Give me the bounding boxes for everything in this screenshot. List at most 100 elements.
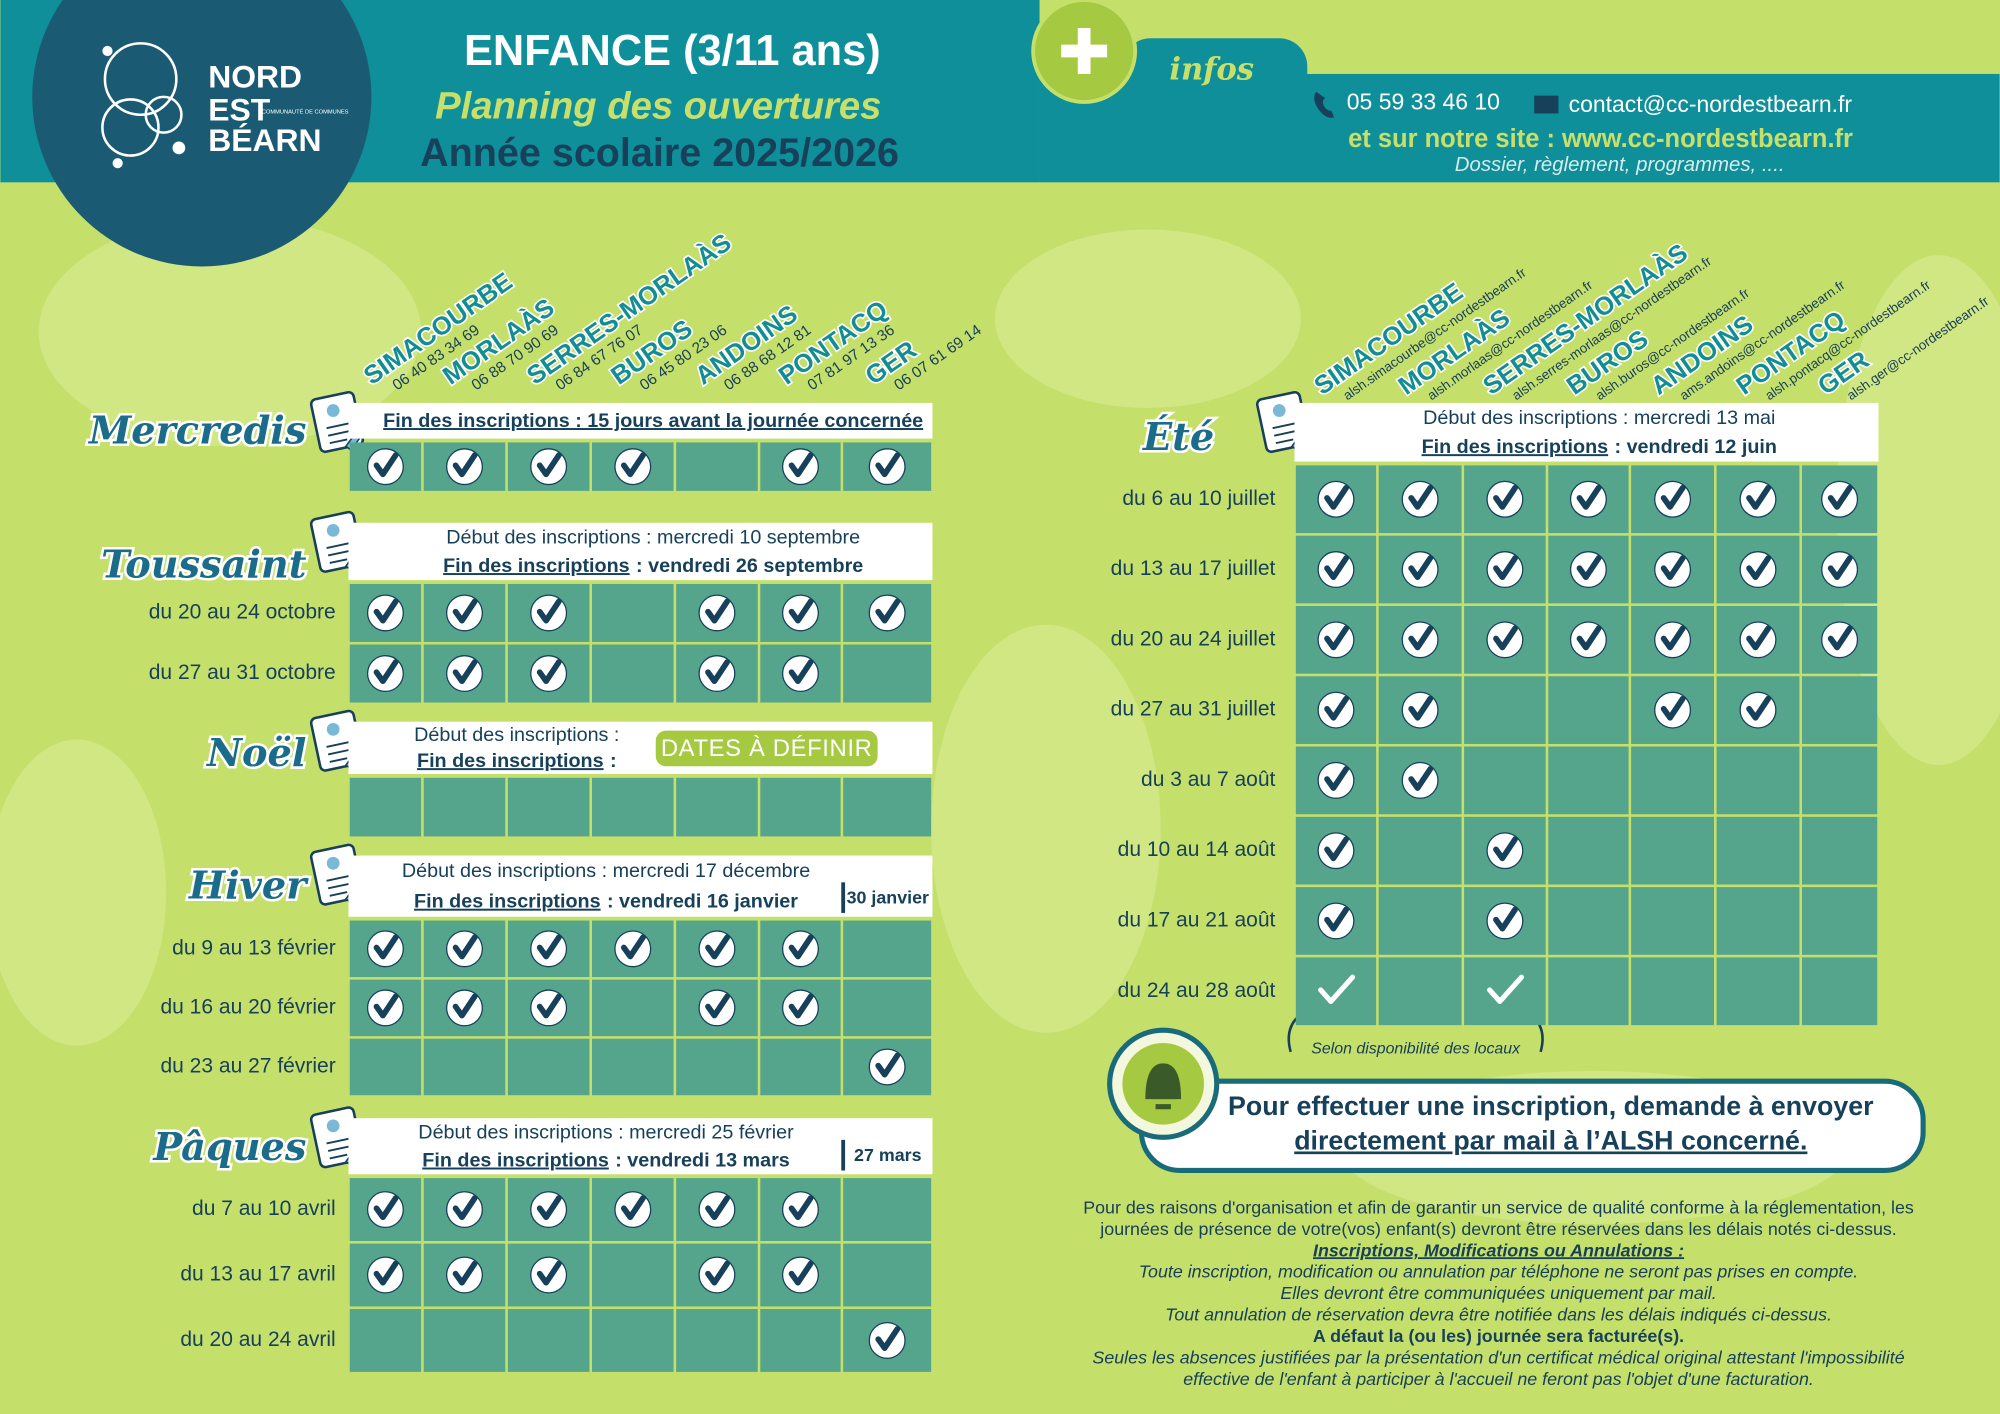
check-tick [452,1260,478,1286]
check-tick [705,598,731,624]
check-tick [788,1195,814,1221]
infos-tab [1122,38,1308,115]
check-tick [1493,555,1518,581]
grid-cell [507,777,590,837]
row-label: du 16 au 20 février [160,995,335,1018]
check [1317,761,1355,799]
grid-cell [591,979,674,1037]
period-dates: Début des inscriptions : mercredi 10 sep… [446,527,860,549]
grid-cell [676,1309,758,1372]
check [614,448,652,486]
check-tick [373,598,399,624]
check-tick [1493,484,1518,510]
grid-cell [423,777,506,837]
phone-icon [1314,91,1335,118]
logo-mark [101,42,186,169]
grid-cell [507,1038,590,1096]
check-tick [373,1260,399,1286]
row-label: du 7 au 10 avril [192,1197,336,1220]
check-tick [1324,766,1350,791]
period-dates: Début des inscriptions : mercredi 17 déc… [402,860,810,882]
footer-line: Elles devront être communiquées uniqueme… [1280,1283,1716,1303]
period-dates-part: Fin des inscriptions : 15 jours avant la… [383,410,923,432]
check [781,594,819,632]
footer-line: Pour des raisons d'organisation et afin … [1083,1197,1914,1217]
check-tick [1576,555,1602,581]
check [1401,551,1439,589]
plus-icon [1061,28,1108,74]
check-tick [536,934,562,960]
check [781,930,819,968]
check-tick [1324,906,1350,932]
period-dates: Fin des inscriptions: vendredi 16 janvie… [414,891,798,913]
check-tick [1660,625,1686,651]
row-label: du 3 au 7 août [1141,768,1276,791]
check [1317,902,1355,940]
grid-cell [1801,676,1878,744]
check-tick [788,659,814,685]
website: et sur notre site : www.cc-nordestbearn.… [1348,125,1853,153]
check [366,448,404,486]
grid-cell [1716,887,1800,955]
footer-line: Toute inscription, modification ou annul… [1139,1262,1859,1282]
check [366,989,404,1027]
check [1569,551,1607,589]
icon-shape [326,404,340,417]
footer-line: effective de l'enfant à participer à l'a… [1183,1369,1814,1389]
check [1821,480,1859,518]
check [530,989,568,1027]
grid-cell [1378,816,1462,885]
check-tick [452,598,478,624]
check-tick [373,993,399,1019]
icon-shape [326,856,340,870]
row-label: du 13 au 17 avril [180,1263,335,1286]
period-dates: Fin des inscriptions : 15 jours avant la… [383,410,923,432]
row-label: du 20 au 24 octobre [149,601,336,624]
check-tick [1493,906,1518,932]
period-dates-part: Fin des inscriptions [414,891,601,913]
period-dates-part: Début des inscriptions : mercredi 13 mai [1423,407,1775,429]
check-tick [1324,836,1350,862]
check-tick [1493,625,1518,651]
footer-line: Tout annulation de réservation devra êtr… [1165,1305,1832,1325]
check [446,989,483,1027]
grid-cell [760,1309,841,1372]
footer-line: Seules les absences justifiées par la pr… [1092,1347,1904,1367]
check [1401,691,1439,729]
check [1318,974,1356,1005]
check-tick [788,452,814,478]
grid-cell [423,1038,506,1096]
check-tick [1827,625,1853,651]
check-tick [1324,625,1350,651]
grid-cell [1548,887,1629,955]
period-dates-part: Début des inscriptions : [414,724,619,746]
icon-shape [326,874,352,897]
check [781,1256,819,1294]
check-tick [536,659,562,685]
check [868,1321,906,1359]
period-dates: Fin des inscriptions: [417,750,617,772]
check [1401,621,1439,659]
period-dates-part: Fin des inscriptions [443,555,630,577]
logo-disc [32,0,372,267]
check [1317,691,1355,729]
period-title: Noël [205,731,306,776]
check-tick [373,659,399,685]
badge-text: 30 janvier [847,888,929,908]
check-tick [1660,555,1686,581]
grid-cell [760,777,841,837]
period-dates: Début des inscriptions : mercredi 13 mai [1423,407,1775,429]
check-tick [1746,484,1772,510]
check-tick [788,1260,814,1286]
period-dates: Début des inscriptions : mercredi 25 fév… [418,1122,794,1144]
grid-cell [1801,816,1878,885]
check [530,1256,568,1294]
check [1487,974,1525,1005]
grid-cell [676,1038,758,1096]
row-label: du 20 au 24 avril [180,1328,335,1351]
grid-cell [349,1038,422,1096]
grid-cell [591,1243,674,1307]
badge [841,882,933,913]
title: ENFANCE (3/11 ans) [464,27,881,75]
